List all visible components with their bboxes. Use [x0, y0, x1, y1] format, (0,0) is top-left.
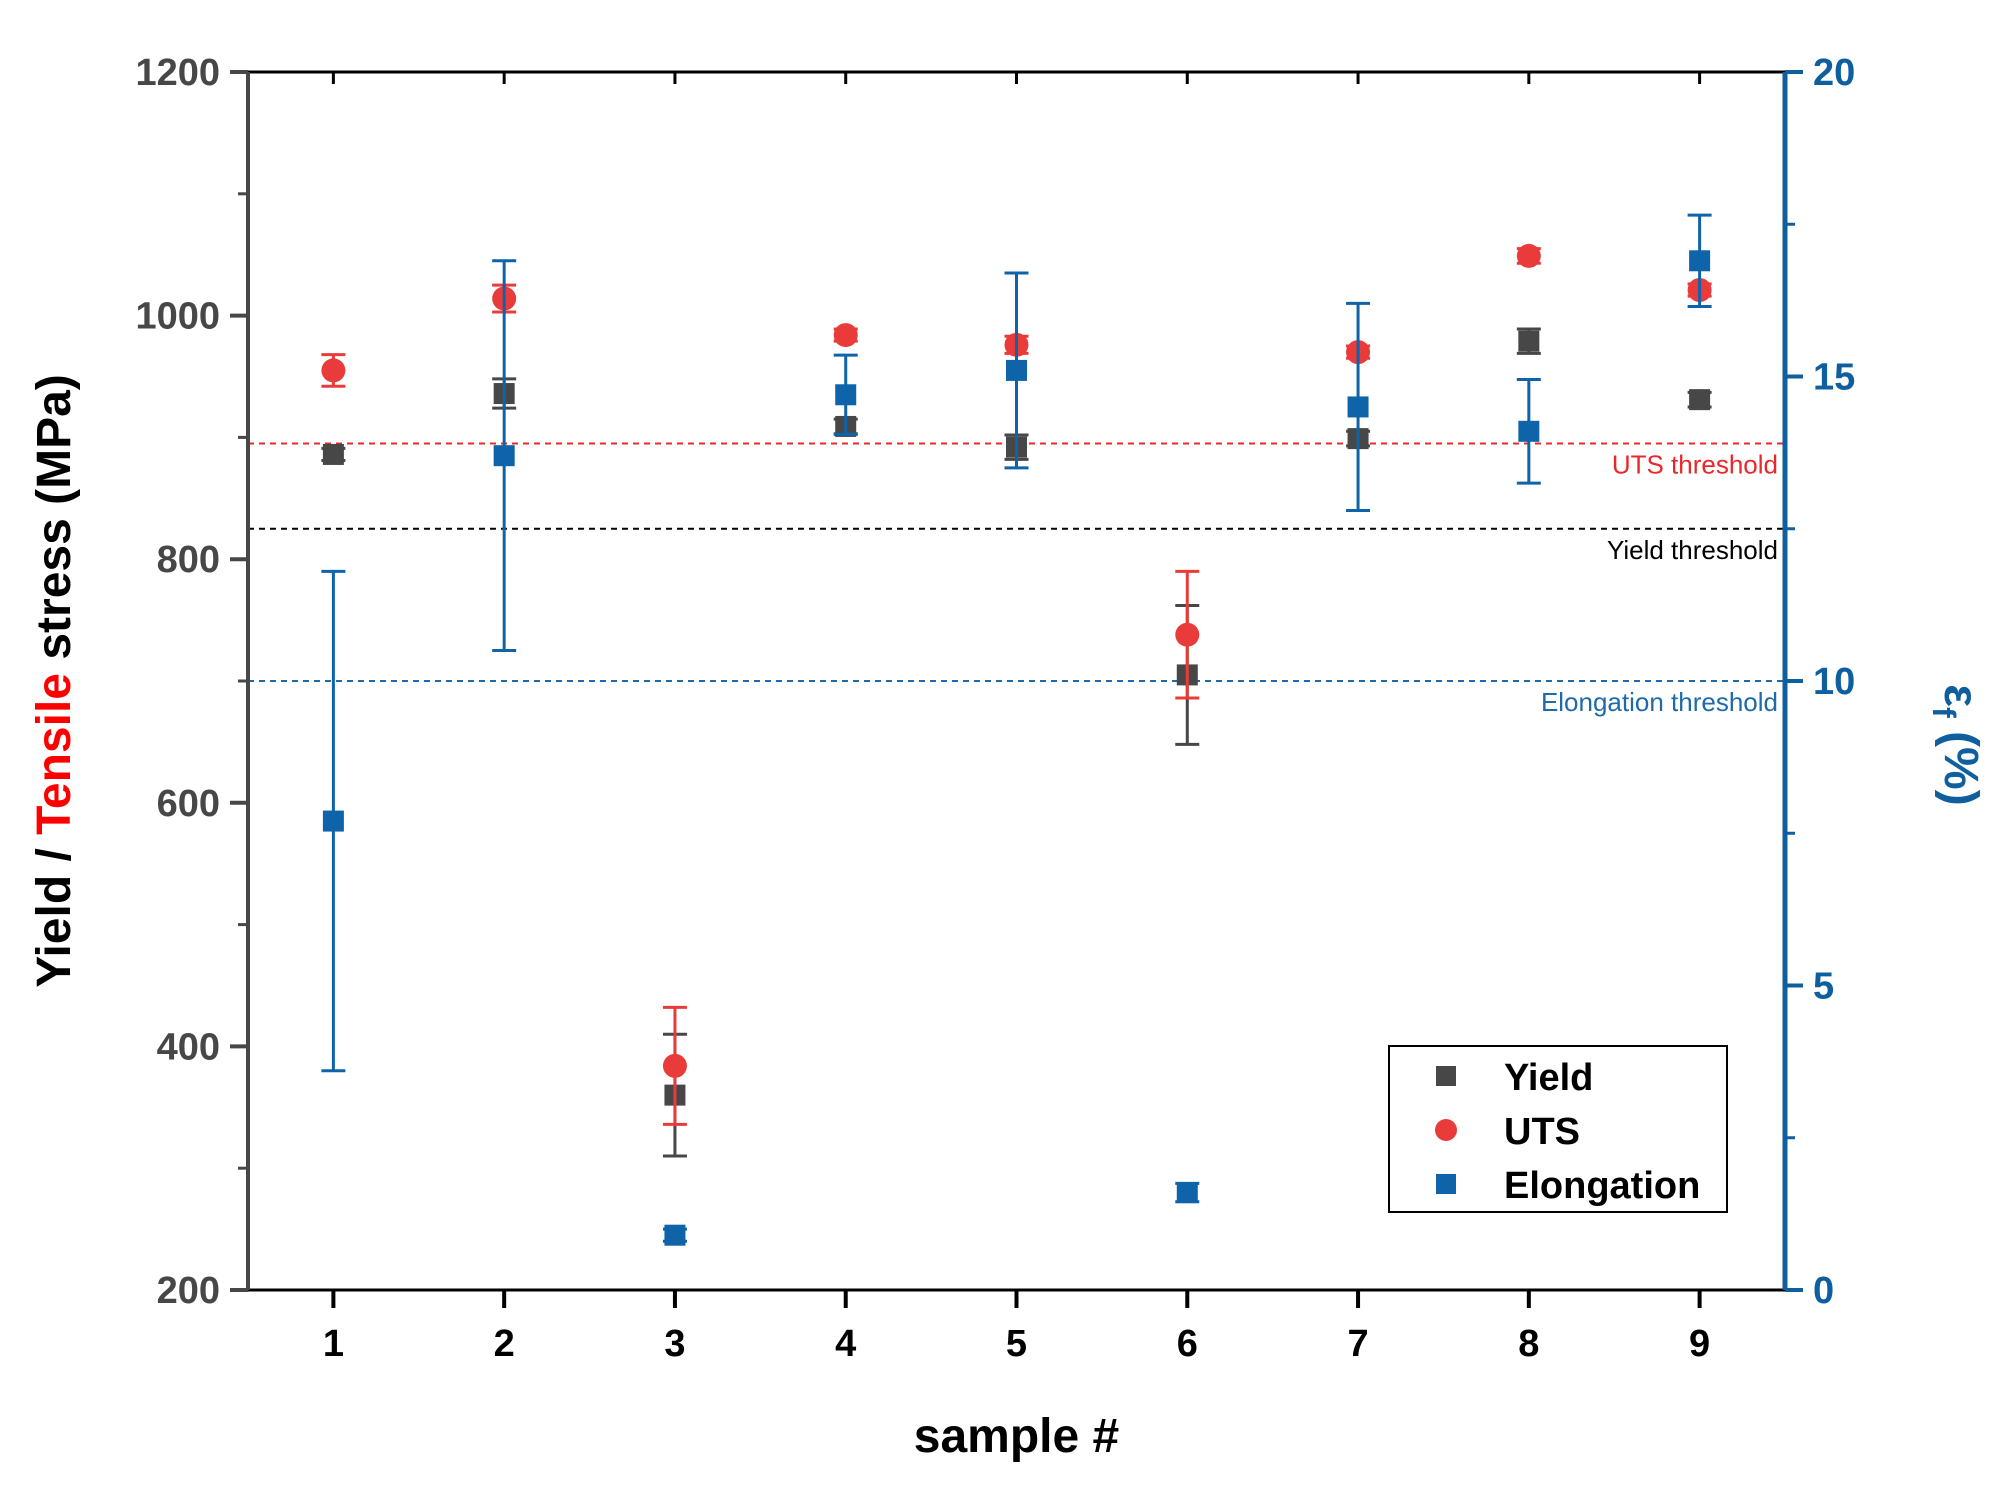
yield-point: [1689, 389, 1711, 411]
legend-label: UTS: [1504, 1111, 1580, 1153]
x-tick-label: 8: [1518, 1323, 1539, 1365]
x-tick-label: 2: [494, 1323, 515, 1365]
uts-point: [1435, 1119, 1457, 1141]
yield-point: [1436, 1066, 1456, 1086]
y-left-tick-label: 800: [157, 539, 220, 581]
series-elongation: [321, 213, 1712, 1246]
threshold-label: Elongation threshold: [1541, 687, 1778, 717]
threshold-label: UTS threshold: [1612, 449, 1778, 479]
elongation-point: [664, 1224, 686, 1246]
x-tick-label: 1: [323, 1323, 344, 1365]
elongation-point: [322, 810, 344, 832]
yield-point: [1518, 330, 1540, 352]
y-axis-right-label-symbol: ε: [1934, 684, 1987, 707]
elongation-point: [1006, 359, 1027, 381]
y-axis-right-label: εf (%): [1926, 684, 1987, 805]
y-left-tick-label: 1200: [135, 52, 220, 94]
y-right-tick-label: 0: [1813, 1270, 1834, 1312]
axes: 200 400 600 800 1000 1200 0 5 10 15 20 1 2 3 4 5 6 7 8 9: [135, 52, 1855, 1365]
threshold-label: Yield threshold: [1607, 535, 1778, 565]
elongation-point: [1176, 1182, 1198, 1204]
x-tick-label: 6: [1177, 1323, 1198, 1365]
legend-label: Elongation: [1504, 1165, 1700, 1207]
y-left-tick-label: 1000: [135, 296, 220, 338]
x-axis-label: sample #: [914, 1410, 1119, 1463]
y-axis-left-label: Yield / Tensile stress (MPa): [28, 374, 81, 988]
y-right-tick-label: 15: [1813, 357, 1855, 399]
x-tick-label: 5: [1006, 1323, 1027, 1365]
y-right-tick-label: 5: [1813, 966, 1834, 1008]
x-tick-label: 4: [835, 1323, 856, 1365]
elongation-point: [1347, 396, 1369, 418]
y-left-tick-label: 200: [157, 1270, 220, 1312]
y-right-tick-label: 20: [1813, 52, 1855, 94]
legend: Yield UTS Elongation: [1388, 1045, 1728, 1213]
threshold-lines: UTS threshold Yield threshold Elongation t…: [248, 442, 1785, 717]
y-left-tick-label: 600: [157, 783, 220, 825]
x-tick-label: 9: [1689, 1323, 1710, 1365]
uts-point: [833, 323, 858, 348]
y-axis-left-label-part: Yield /: [28, 835, 81, 988]
y-axis-right-label-subscript: f: [1926, 707, 1962, 718]
data-series: [321, 213, 1712, 1246]
y-axis-right-label-suffix: (%): [1934, 718, 1987, 806]
y-right-tick-label: 10: [1813, 661, 1855, 703]
y-axis-left-label-part: Tensile: [28, 673, 81, 835]
uts-point: [1175, 622, 1200, 647]
x-tick-label: 7: [1347, 1323, 1368, 1365]
uts-point: [321, 358, 346, 383]
y-left-tick-label: 400: [157, 1026, 220, 1068]
elongation-point: [493, 445, 515, 467]
x-tick-label: 3: [664, 1323, 685, 1365]
elongation-point: [835, 384, 857, 406]
elongation-point: [1518, 420, 1540, 442]
uts-point: [1516, 243, 1541, 268]
y-axis-left-label-part: stress (MPa): [28, 374, 81, 673]
uts-point: [662, 1053, 687, 1078]
elongation-point: [1689, 250, 1711, 272]
yield-point: [322, 443, 344, 465]
elongation-point: [1436, 1174, 1456, 1194]
legend-label: Yield: [1504, 1057, 1593, 1099]
